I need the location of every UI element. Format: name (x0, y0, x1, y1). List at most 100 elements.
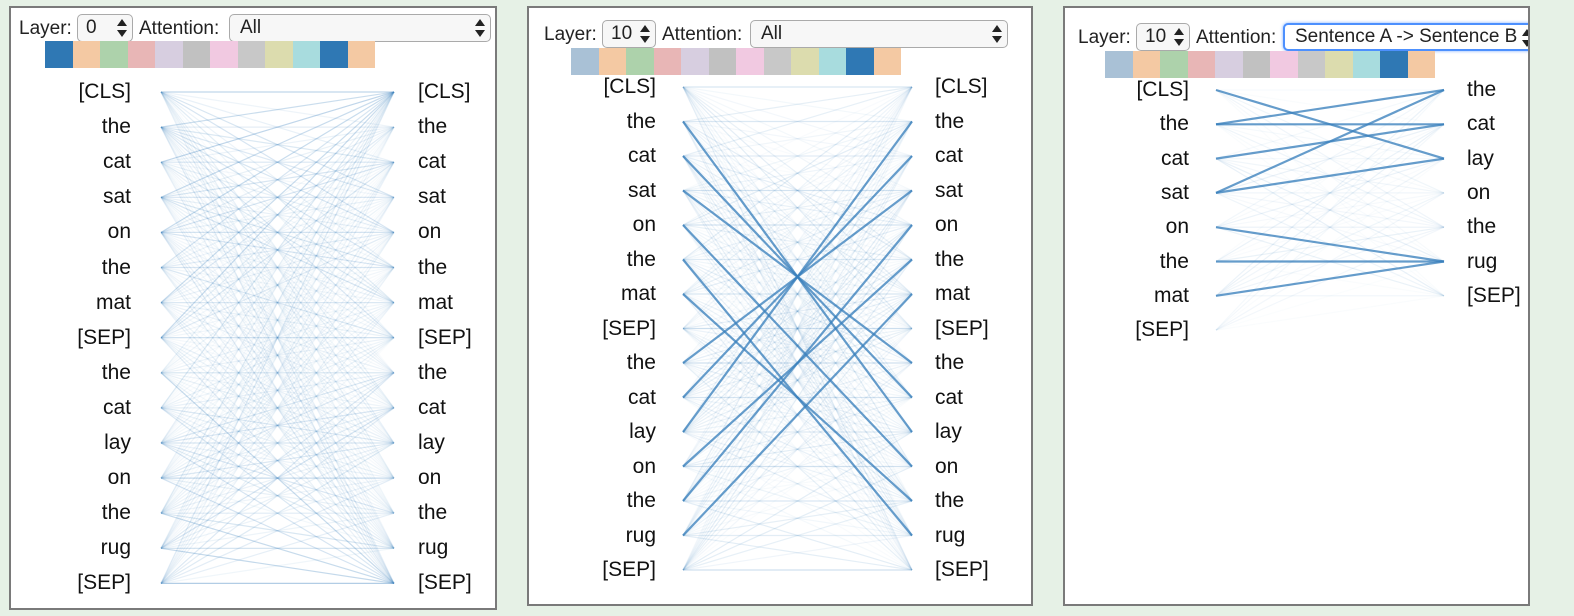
head-swatch[interactable] (210, 41, 238, 68)
right-token[interactable]: rug (1467, 249, 1498, 273)
head-swatch[interactable] (347, 41, 375, 68)
head-swatch[interactable] (320, 41, 348, 68)
right-token[interactable]: rug (418, 536, 449, 560)
head-swatch[interactable] (626, 48, 654, 75)
right-token[interactable]: [SEP] (935, 316, 989, 340)
right-token[interactable]: [CLS] (418, 80, 471, 103)
head-swatch[interactable] (100, 41, 128, 68)
head-swatch[interactable] (598, 48, 626, 75)
select-arrows-icon[interactable] (992, 25, 1002, 43)
head-swatch[interactable] (127, 41, 155, 68)
left-token[interactable]: mat (1153, 283, 1189, 307)
right-token[interactable]: on (418, 466, 442, 490)
right-token[interactable]: [CLS] (935, 75, 988, 98)
stepper-arrows-icon[interactable] (117, 19, 127, 37)
left-token[interactable]: the (626, 109, 656, 133)
right-token[interactable]: the (935, 351, 965, 374)
select-arrows-icon[interactable] (1522, 29, 1528, 47)
head-swatch[interactable] (182, 41, 210, 68)
head-swatch[interactable] (1132, 51, 1160, 78)
left-token[interactable]: [SEP] (1135, 318, 1189, 342)
right-token[interactable]: mat (418, 290, 454, 314)
head-swatch[interactable] (708, 48, 736, 75)
head-swatch[interactable] (1187, 51, 1215, 78)
right-token[interactable]: the (418, 360, 448, 384)
head-swatch[interactable] (681, 48, 709, 75)
left-token[interactable]: on (107, 220, 131, 244)
right-token[interactable]: the (935, 489, 965, 512)
right-token[interactable]: on (935, 454, 959, 478)
right-token[interactable]: cat (935, 385, 964, 409)
layer-stepper[interactable]: 10 (1136, 23, 1190, 51)
left-token[interactable]: cat (627, 385, 656, 409)
left-token[interactable]: the (626, 247, 656, 271)
left-token[interactable]: sat (1160, 180, 1189, 204)
right-token[interactable]: cat (935, 144, 964, 167)
head-swatch[interactable] (846, 48, 874, 75)
left-token[interactable]: sat (102, 185, 131, 209)
right-token[interactable]: sat (418, 185, 447, 209)
head-swatch[interactable] (72, 41, 100, 68)
head-swatch[interactable] (237, 41, 265, 68)
right-token[interactable]: the (1467, 78, 1497, 101)
head-swatch[interactable] (1242, 51, 1270, 78)
left-token[interactable]: mat (620, 282, 656, 305)
stepper-arrows-icon[interactable] (1174, 28, 1184, 46)
left-token[interactable]: rug (100, 536, 131, 560)
head-swatch[interactable] (818, 48, 846, 75)
head-swatch[interactable] (292, 41, 320, 68)
right-token[interactable]: cat (1467, 112, 1496, 136)
right-token[interactable]: rug (935, 523, 966, 547)
head-swatch[interactable] (1380, 51, 1408, 78)
head-swatch[interactable] (736, 48, 764, 75)
left-token[interactable]: mat (95, 290, 131, 314)
head-swatch[interactable] (45, 41, 73, 68)
head-swatch[interactable] (1270, 51, 1298, 78)
right-token[interactable]: sat (935, 178, 964, 202)
right-token[interactable]: on (1467, 180, 1491, 204)
head-swatch[interactable] (265, 41, 293, 68)
right-token[interactable]: the (418, 255, 448, 279)
left-token[interactable]: lay (104, 431, 131, 454)
right-token[interactable]: [SEP] (1467, 283, 1521, 307)
left-token[interactable]: the (1159, 112, 1189, 136)
stepper-arrows-icon[interactable] (640, 25, 650, 43)
left-token[interactable]: cat (1160, 146, 1189, 170)
head-swatch[interactable] (155, 41, 183, 68)
right-token[interactable]: lay (418, 431, 445, 454)
right-token[interactable]: cat (418, 395, 447, 419)
right-token[interactable]: lay (935, 420, 962, 443)
head-swatch[interactable] (1160, 51, 1188, 78)
right-token[interactable]: [SEP] (418, 325, 472, 349)
left-token[interactable]: [SEP] (602, 558, 656, 581)
select-arrows-icon[interactable] (475, 19, 485, 37)
left-token[interactable]: sat (627, 178, 656, 202)
left-token[interactable]: [CLS] (603, 75, 656, 98)
left-token[interactable]: the (101, 255, 131, 279)
right-token[interactable]: on (935, 213, 959, 236)
right-token[interactable]: on (418, 220, 442, 244)
left-token[interactable]: [CLS] (78, 80, 131, 103)
left-token[interactable]: on (107, 466, 131, 490)
left-token[interactable]: cat (102, 150, 131, 174)
right-token[interactable]: [SEP] (418, 571, 472, 595)
head-swatch[interactable] (1407, 51, 1435, 78)
head-swatch[interactable] (653, 48, 681, 75)
left-token[interactable]: cat (627, 144, 656, 167)
left-token[interactable]: rug (625, 523, 656, 547)
left-token[interactable]: the (101, 360, 131, 384)
right-token[interactable]: the (418, 115, 448, 139)
head-swatch[interactable] (1325, 51, 1353, 78)
head-swatch[interactable] (1215, 51, 1243, 78)
right-token[interactable]: [SEP] (935, 558, 989, 581)
right-token[interactable]: the (418, 501, 448, 525)
head-swatch[interactable] (1105, 51, 1133, 78)
left-token[interactable]: the (101, 501, 131, 525)
left-token[interactable]: the (626, 351, 656, 374)
head-swatch[interactable] (791, 48, 819, 75)
head-swatch[interactable] (571, 48, 599, 75)
left-token[interactable]: the (101, 115, 131, 139)
attention-select[interactable]: All (750, 20, 1008, 48)
left-token[interactable]: on (632, 454, 656, 478)
right-token[interactable]: lay (1467, 146, 1494, 170)
